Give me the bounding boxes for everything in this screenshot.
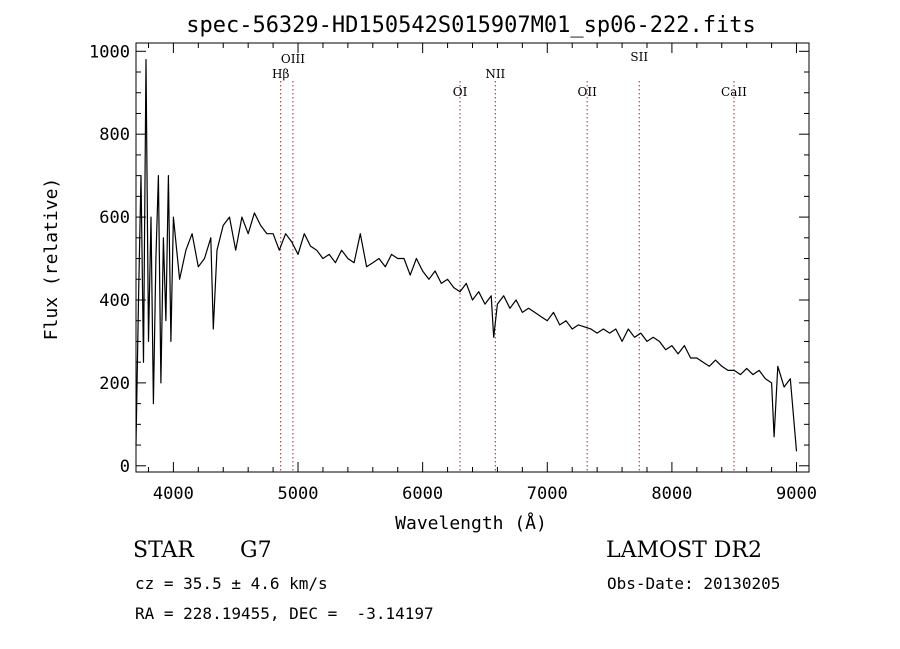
plot-border <box>135 42 810 473</box>
x-axis-label: Wavelength (Å) <box>395 512 547 534</box>
obs-date-text: Obs-Date: 20130205 <box>607 574 781 593</box>
line-marker-label: CaII <box>721 85 747 99</box>
y-tick-label: 800 <box>99 125 130 145</box>
x-tick-label: 9000 <box>776 484 817 504</box>
y-tick-label: 200 <box>99 374 130 394</box>
x-tick-label: 5000 <box>278 484 319 504</box>
redshift-text: cz = 35.5 ± 4.6 km/s <box>135 574 328 593</box>
line-marker-label: OII <box>577 85 597 99</box>
y-tick-label: 400 <box>99 291 130 311</box>
y-axis-ticks: 0 200 400 600 800 1000 <box>89 42 809 477</box>
spectrum-line <box>135 58 798 452</box>
x-tick-label: 8000 <box>651 484 692 504</box>
line-marker-label: OIII <box>281 52 305 66</box>
y-axis-label: Flux (relative) <box>41 178 62 341</box>
x-axis-ticks: 4000 5000 6000 7000 8000 9000 <box>147 43 817 504</box>
x-tick-label: 6000 <box>402 484 443 504</box>
x-tick-label: 4000 <box>153 484 194 504</box>
line-marker-label: NII <box>485 67 505 81</box>
line-marker-label: OI <box>453 85 468 99</box>
survey-name: LAMOST DR2 <box>606 538 762 563</box>
coordinates-text: RA = 228.19455, DEC = -3.14197 <box>135 604 434 623</box>
x-tick-label: 7000 <box>527 484 568 504</box>
spectrum-chart: spec-56329-HD150542S015907M01_sp06-222.f… <box>41 13 817 534</box>
line-marker-label: SII <box>630 50 648 64</box>
chart-title: spec-56329-HD150542S015907M01_sp06-222.f… <box>186 13 756 38</box>
y-tick-label: 1000 <box>89 42 130 62</box>
object-class: STAR <box>133 538 194 563</box>
y-tick-label: 600 <box>99 208 130 228</box>
plot-frame <box>135 42 810 473</box>
object-subclass: G7 <box>240 538 272 563</box>
spectrum-series <box>135 58 798 452</box>
y-tick-label: 0 <box>120 457 130 477</box>
line-marker-label: Hβ <box>272 67 289 81</box>
